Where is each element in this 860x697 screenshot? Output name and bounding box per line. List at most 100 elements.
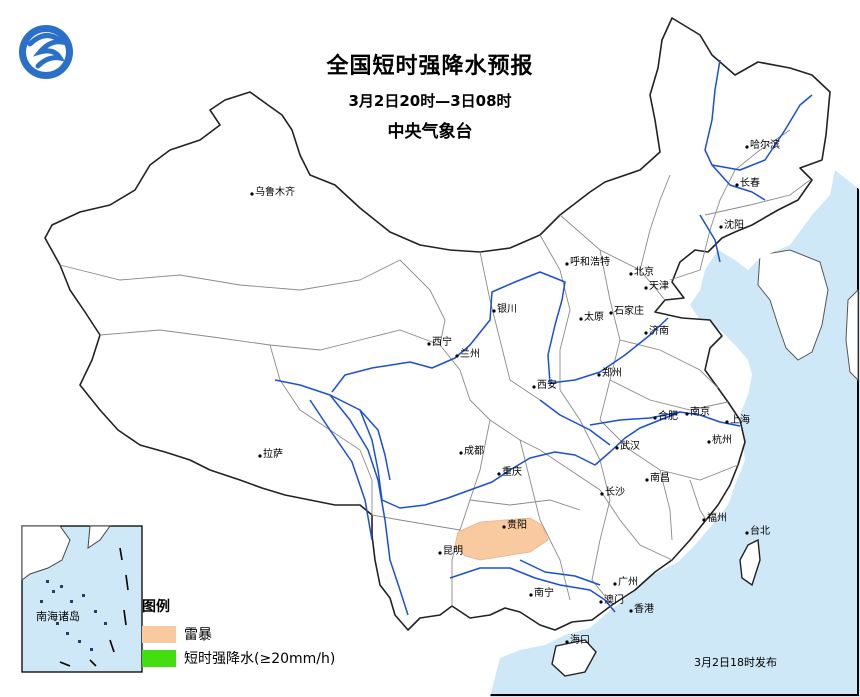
city-marker — [725, 420, 729, 424]
city-marker — [609, 311, 613, 315]
city-marker — [427, 342, 431, 346]
korea-peninsula — [757, 249, 829, 361]
city-marker — [719, 225, 723, 229]
city-label-macau: 澳门 — [604, 595, 624, 606]
legend-item-thunderstorm: 雷暴 — [142, 622, 335, 646]
city-label-chengdu: 成都 — [464, 446, 484, 457]
japan-coast — [845, 288, 859, 382]
city-label-lanzhou: 兰州 — [460, 349, 480, 360]
city-label-urumqi: 乌鲁木齐 — [255, 187, 295, 198]
liao-river — [699, 214, 721, 263]
han-river — [539, 399, 611, 446]
inset-south-china-sea — [21, 525, 143, 673]
city-marker — [653, 416, 657, 420]
city-marker — [645, 478, 649, 482]
city-marker — [250, 192, 254, 196]
forecast-period: 3月2日20时—3日08时 — [348, 92, 512, 110]
city-marker — [685, 412, 689, 416]
legend-swatch-thunderstorm — [142, 625, 176, 643]
city-marker — [258, 454, 262, 458]
province-borders — [59, 129, 811, 606]
legend-title: 图例 — [142, 599, 170, 615]
city-label-chongqing: 重庆 — [502, 467, 522, 478]
map-title: 全国短时强降水预报 — [326, 54, 534, 79]
city-label-shanghai: 上海 — [730, 415, 750, 426]
city-label-hefei: 合肥 — [658, 411, 678, 422]
thunderstorm-area — [454, 517, 549, 561]
city-marker — [644, 331, 648, 335]
city-marker — [497, 472, 501, 476]
xi-river — [519, 559, 601, 586]
jinsha-river — [359, 409, 391, 481]
city-marker — [629, 609, 633, 613]
city-label-wuhan: 武汉 — [620, 441, 640, 452]
city-marker — [502, 525, 506, 529]
city-markers — [250, 145, 749, 644]
city-label-nanchang: 南昌 — [650, 473, 670, 484]
legend-label-short-heavy-rain: 短时强降水(≥20mm/h) — [184, 651, 336, 667]
city-marker — [644, 286, 648, 290]
city-label-xining: 西宁 — [432, 337, 452, 348]
city-marker — [600, 492, 604, 496]
city-label-fuzhou: 福州 — [707, 513, 727, 524]
nu-river — [309, 399, 373, 541]
city-label-guangzhou: 广州 — [618, 577, 638, 588]
city-marker — [707, 440, 711, 444]
city-marker — [532, 385, 536, 389]
city-label-guiyang: 贵阳 — [507, 520, 527, 531]
city-label-hohhot: 呼和浩特 — [570, 257, 610, 268]
city-label-haikou: 海口 — [570, 635, 590, 646]
city-marker — [492, 309, 496, 313]
city-marker — [613, 582, 617, 586]
legend: 图例 雷暴 短时强降水(≥20mm/h) — [142, 596, 335, 670]
city-label-changchun: 长春 — [740, 178, 760, 189]
inset-label: 南海诸岛 — [36, 610, 80, 623]
city-label-nanning: 南宁 — [534, 588, 554, 599]
city-label-lhasa: 拉萨 — [263, 449, 283, 460]
legend-swatch-short-heavy-rain — [142, 649, 176, 667]
yellow-river — [331, 271, 669, 393]
city-marker — [565, 640, 569, 644]
city-marker — [459, 451, 463, 455]
lancang-river — [329, 394, 409, 616]
issue-time: 3月2日18时发布 — [694, 656, 777, 669]
title-block: 全国短时强降水预报 3月2日20时—3日08时 中央气象台 — [250, 48, 610, 142]
city-label-hangzhou: 杭州 — [712, 435, 732, 446]
huai-river — [589, 411, 681, 426]
yangtze-river — [274, 379, 741, 509]
city-marker — [745, 145, 749, 149]
city-label-taiyuan: 太原 — [584, 312, 604, 323]
city-label-hong-kong: 香港 — [634, 604, 654, 615]
city-label-yinchuan: 银川 — [497, 304, 517, 315]
city-label-nanjing: 南京 — [690, 407, 710, 418]
city-marker — [529, 593, 533, 597]
legend-item-short-heavy-rain: 短时强降水(≥20mm/h) — [142, 646, 335, 670]
nen-river — [711, 164, 766, 201]
city-label-zhengzhou: 郑州 — [602, 368, 622, 379]
rivers — [274, 59, 813, 616]
city-marker — [702, 518, 706, 522]
china-outline — [44, 17, 831, 631]
issuing-agency: 中央气象台 — [387, 122, 473, 142]
city-marker — [455, 354, 459, 358]
city-marker — [745, 531, 749, 535]
city-label-kunming: 昆明 — [443, 546, 463, 557]
city-marker — [599, 600, 603, 604]
city-marker — [629, 272, 633, 276]
legend-label-thunderstorm: 雷暴 — [184, 627, 212, 643]
city-label-shijiazhuang: 石家庄 — [614, 306, 644, 317]
city-label-xian: 西安 — [537, 380, 557, 391]
city-marker — [438, 551, 442, 555]
city-label-harbin: 哈尔滨 — [750, 140, 780, 151]
pearl-river — [449, 567, 616, 613]
city-marker — [597, 373, 601, 377]
cma-logo — [19, 25, 73, 79]
city-label-taipei: 台北 — [750, 526, 770, 537]
city-marker — [565, 262, 569, 266]
city-marker — [579, 317, 583, 321]
city-label-tianjin: 天津 — [649, 281, 669, 292]
hainan — [551, 639, 597, 677]
city-label-changsha: 长沙 — [605, 487, 625, 498]
